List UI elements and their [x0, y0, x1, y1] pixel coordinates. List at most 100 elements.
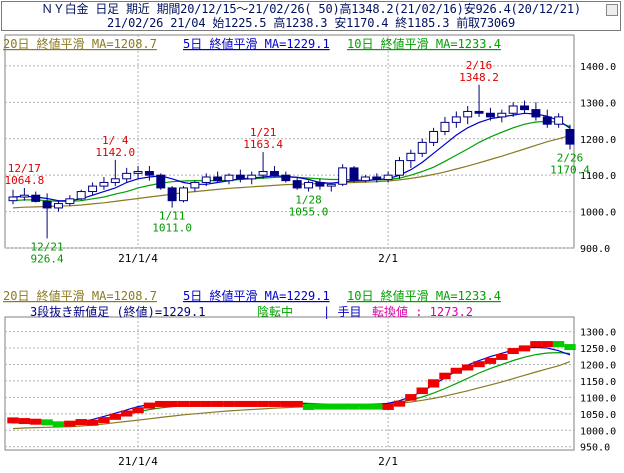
candle-body [53, 203, 63, 209]
candle-body [508, 105, 518, 114]
chart-header: ＮＹ白金 日足 期近 期間20/12/15～21/02/26( 50)高1348… [1, 1, 621, 31]
candle-body [429, 130, 439, 143]
legend-entry: 20日 終値平滑 MA=1208.7 [3, 288, 157, 303]
break-brick [359, 403, 372, 410]
break-brick [393, 400, 406, 407]
break-brick [552, 341, 565, 348]
header-title-line: ＮＹ白金 日足 期近 期間20/12/15～21/02/26( 50)高1348… [41, 2, 581, 16]
low-date-label: 1/11 [159, 210, 186, 223]
break-brick [177, 400, 190, 407]
candle-body [554, 116, 564, 125]
candle-body [406, 152, 416, 162]
candle-body [372, 176, 382, 181]
break-brick [143, 402, 156, 409]
legend-entry: 10日 終値平滑 MA=1233.4 [347, 36, 501, 51]
high-value-label: 1163.4 [243, 138, 283, 151]
break-brick [155, 400, 167, 407]
break-brick [439, 372, 451, 380]
break-status-text: 3段抜き新値足 (終値)=1229.1 [30, 304, 205, 319]
candle-body [144, 171, 154, 176]
y-tick-label: 1150.0 [580, 377, 616, 388]
break-brick [325, 403, 337, 410]
break-brick [507, 348, 519, 355]
y-tick-label: 1000.0 [580, 208, 616, 219]
break-status-text: 転換値 : 1273.2 [372, 304, 473, 319]
break-brick [166, 400, 178, 407]
high-date-label: 1/ 4 [102, 134, 129, 147]
candle-body [110, 178, 120, 183]
low-date-label: 2/26 [557, 152, 584, 165]
candle-body [42, 200, 52, 209]
break-brick [52, 421, 65, 428]
candle-body [497, 112, 507, 118]
header-ohlc-line: 21/02/26 21/04 始1225.5 高1238.3 安1170.4 終… [107, 16, 515, 30]
candle-body [315, 181, 325, 187]
candle-body [258, 171, 268, 176]
break-brick [336, 403, 349, 410]
ma5-line [12, 112, 571, 202]
candle-body [463, 110, 473, 118]
candle-body [99, 181, 109, 187]
break-brick [64, 420, 76, 427]
ma20-line [12, 361, 571, 430]
y-tick-label: 1050.0 [580, 410, 616, 421]
candle-body [213, 176, 223, 182]
break-brick [518, 345, 531, 352]
legend-entry: 20日 終値平滑 MA=1208.7 [3, 36, 157, 51]
candle-body [224, 174, 234, 182]
break-brick [234, 400, 247, 407]
candle-body [565, 128, 575, 145]
candle-body [520, 105, 530, 111]
break-brick [200, 400, 212, 407]
low-value-label: 1170.4 [550, 164, 590, 177]
y-tick-label: 1200.0 [580, 360, 616, 371]
break-brick [41, 419, 53, 426]
x-tick-label: 2/1 [378, 252, 398, 265]
candle-body [349, 167, 359, 182]
y-tick-label: 1300.0 [580, 98, 616, 109]
y-tick-label: 1300.0 [580, 328, 616, 339]
candle-body [304, 181, 314, 189]
x-tick-label: 21/1/4 [118, 455, 158, 468]
break-brick [223, 400, 235, 407]
low-value-label: 1011.0 [152, 222, 192, 235]
high-date-label: 2/16 [466, 59, 493, 72]
candle-body [8, 196, 18, 202]
candle-body [190, 181, 200, 189]
candle-body [395, 160, 404, 176]
candle-body [474, 110, 484, 114]
break-brick [450, 367, 463, 374]
legend-entry: 5日 終値平滑 MA=1229.1 [183, 288, 330, 303]
break-brick [280, 400, 292, 407]
break-status-text: | 手目 [323, 305, 361, 319]
break-brick [427, 379, 440, 388]
close-icon[interactable] [606, 4, 618, 16]
break-brick [416, 387, 428, 395]
y-tick-label: 900.0 [580, 244, 610, 255]
high-value-label: 1348.2 [459, 71, 499, 84]
candle-body [485, 112, 495, 118]
candle-body [360, 176, 370, 182]
candle-body [269, 171, 279, 176]
candle-body [440, 121, 450, 132]
candle-body [235, 174, 245, 180]
y-tick-label: 1200.0 [580, 135, 616, 146]
break-panel-frame [4, 316, 575, 451]
low-value-label: 1055.0 [289, 206, 329, 219]
candle-body [338, 167, 348, 185]
break-brick [473, 361, 485, 368]
candle-body [383, 174, 393, 181]
break-brick [211, 400, 224, 407]
break-brick [246, 400, 258, 407]
break-brick [120, 410, 133, 417]
break-brick [314, 403, 326, 410]
break-brick [132, 407, 144, 414]
break-brick [268, 400, 281, 407]
break-brick [109, 413, 121, 420]
candle-body [247, 174, 257, 180]
break-brick [371, 403, 383, 410]
ma20-line [12, 135, 571, 209]
candle-body [88, 185, 98, 193]
x-tick-label: 21/1/4 [118, 252, 158, 265]
break-brick [564, 344, 576, 351]
